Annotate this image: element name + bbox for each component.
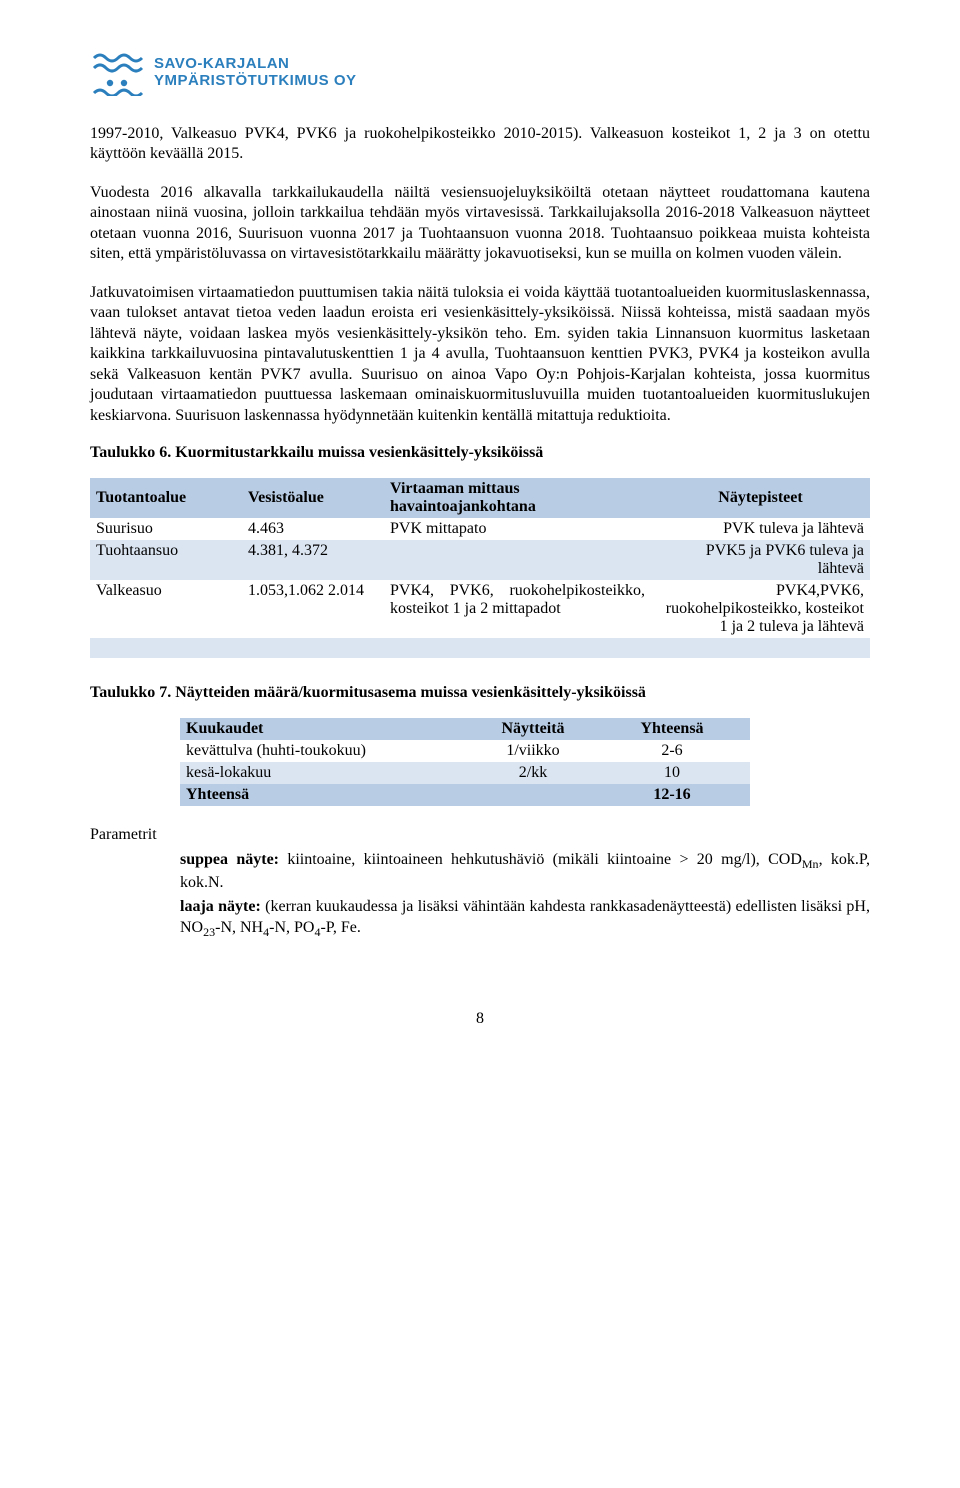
t6-r0c0: Suurisuo [90,518,242,540]
t7-col1: Näytteitä [472,718,594,740]
t6-r2c3: PVK4,PVK6, ruokohelpikosteikko, kosteiko… [651,580,870,638]
company-logo-icon [90,48,144,96]
t6-r2c2: PVK4, PVK6, ruokohelpikosteikko, kosteik… [384,580,651,638]
laaja-mid1: -N, NH [215,919,263,936]
company-name-line1: SAVO-KARJALAN [154,55,289,72]
t7-r1c1: 2/kk [472,762,594,784]
t6-r1c2 [384,540,651,580]
page-number: 8 [90,1010,870,1028]
t7-r1c2: 10 [594,762,750,784]
table-row [90,638,870,658]
t7-r2c0: Yhteensä [180,784,472,806]
table6: Tuotantoalue Vesistöalue Virtaaman mitta… [90,478,870,658]
laaja-tail: -P, Fe. [320,919,360,936]
spacer [90,666,870,684]
laaja-mid2: -N, PO [269,919,314,936]
company-name-line2: YMPÄRISTÖTUTKIMUS OY [154,72,357,89]
parametrit-block: suppea näyte: kiintoaine, kiintoaineen h… [90,850,870,940]
t7-col0: Kuukaudet [180,718,472,740]
t7-col2: Yhteensä [594,718,750,740]
suppea-label: suppea näyte: [180,851,279,868]
t6-col1: Vesistöalue [242,478,384,518]
table6-header-row: Tuotantoalue Vesistöalue Virtaaman mitta… [90,478,870,518]
table7-title: Taulukko 7. Näytteiden määrä/kuormitusas… [90,684,870,702]
table-row: Valkeasuo 1.053,1.062 2.014 PVK4, PVK6, … [90,580,870,638]
laaja-sub1: 23 [203,925,215,939]
document-page: SAVO-KARJALAN YMPÄRISTÖTUTKIMUS OY 1997-… [0,0,960,1068]
suppea-line: suppea näyte: kiintoaine, kiintoaineen h… [180,850,870,893]
company-name: SAVO-KARJALAN YMPÄRISTÖTUTKIMUS OY [154,55,357,90]
laaja-label: laaja näyte: [180,898,261,915]
t7-r2c1 [472,784,594,806]
t6-col2: Virtaaman mittaus havaintoajankohtana [384,478,651,518]
table7-wrapper: Kuukaudet Näytteitä Yhteensä kevättulva … [90,718,870,806]
table7-header-row: Kuukaudet Näytteitä Yhteensä [180,718,750,740]
paragraph-1: 1997-2010, Valkeasuo PVK4, PVK6 ja ruoko… [90,124,870,165]
table-row: Yhteensä 12-16 [180,784,750,806]
laaja-line: laaja näyte: (kerran kuukaudessa ja lisä… [180,897,870,940]
t6-col3: Näytepisteet [651,478,870,518]
suppea-sub1: Mn [802,857,819,871]
parametrit-label: Parametrit [90,826,870,844]
t6-r1c3: PVK5 ja PVK6 tuleva ja lähtevä [651,540,870,580]
paragraph-3: Jatkuvatoimisen virtaamatiedon puuttumis… [90,283,870,426]
t6-r0c3: PVK tuleva ja lähtevä [651,518,870,540]
table6-title: Taulukko 6. Kuormitustarkkailu muissa ve… [90,444,870,462]
suppea-text: kiintoaine, kiintoaineen hehkutushäviö (… [279,851,802,868]
t6-r0c2: PVK mittapato [384,518,651,540]
paragraph-2: Vuodesta 2016 alkavalla tarkkailukaudell… [90,183,870,265]
t7-r2c2: 12-16 [594,784,750,806]
t6-r0c1: 4.463 [242,518,384,540]
table-row: kesä-lokakuu 2/kk 10 [180,762,750,784]
t7-r1c0: kesä-lokakuu [180,762,472,784]
table-row: Suurisuo 4.463 PVK mittapato PVK tuleva … [90,518,870,540]
t6-r2c1: 1.053,1.062 2.014 [242,580,384,638]
t6-col0: Tuotantoalue [90,478,242,518]
table-row: kevättulva (huhti-toukokuu) 1/viikko 2-6 [180,740,750,762]
t6-r1c0: Tuohtaansuo [90,540,242,580]
t7-r0c1: 1/viikko [472,740,594,762]
company-header: SAVO-KARJALAN YMPÄRISTÖTUTKIMUS OY [90,48,870,96]
t6-spacer [90,638,870,658]
table7: Kuukaudet Näytteitä Yhteensä kevättulva … [180,718,750,806]
t6-r2c0: Valkeasuo [90,580,242,638]
t6-r1c1: 4.381, 4.372 [242,540,384,580]
t7-r0c2: 2-6 [594,740,750,762]
t7-r0c0: kevättulva (huhti-toukokuu) [180,740,472,762]
table-row: Tuohtaansuo 4.381, 4.372 PVK5 ja PVK6 tu… [90,540,870,580]
